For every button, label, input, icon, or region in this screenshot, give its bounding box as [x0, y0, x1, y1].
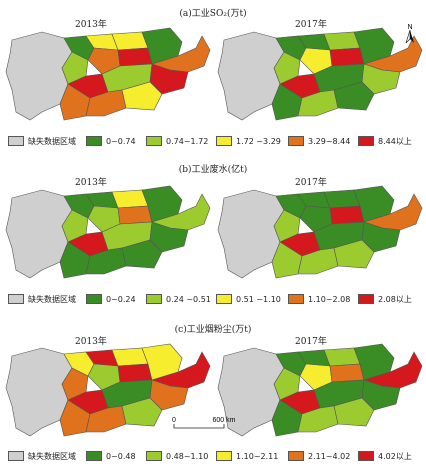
map-region	[111, 189, 149, 209]
panel-b-year-2013: 2013年	[75, 178, 107, 188]
legend-swatch	[86, 450, 102, 461]
panel-c-title: (c)工业烟粉尘(万t)	[174, 325, 252, 335]
legend-swatch	[288, 450, 304, 461]
legend-c: 缺失数据区域 0~0.48 0.48~1.10 1.10~2.11 2.11~4.02 4…	[8, 450, 426, 463]
map-region	[333, 239, 375, 269]
legend-label: 1.72 ~3.29	[236, 137, 281, 146]
legend-label: 3.29~8.44	[308, 137, 351, 146]
legend-swatch	[86, 293, 102, 304]
legend-swatch	[8, 135, 24, 146]
legend-item: 1.72 ~3.29	[216, 135, 281, 148]
legend-label: 0.48~1.10	[166, 452, 209, 461]
legend-item: 缺失数据区域	[8, 135, 76, 148]
map-region	[323, 347, 361, 367]
legend-label: 2.11~4.02	[308, 452, 351, 461]
map-region	[111, 31, 149, 51]
map-region	[117, 47, 153, 67]
map-region	[121, 239, 163, 269]
legend-item: 0~0.74	[86, 135, 136, 148]
legend-label: 8.44以上	[378, 137, 412, 146]
legend-swatch	[288, 135, 304, 146]
legend-swatch	[358, 135, 374, 146]
map-region	[323, 31, 361, 51]
map-region	[117, 363, 153, 383]
legend-item: 0~0.24	[86, 293, 136, 306]
map-region	[117, 205, 153, 225]
legend-item: 3.29~8.44	[288, 135, 351, 148]
legend-swatch	[358, 293, 374, 304]
panel-c-year-2017: 2017年	[295, 337, 327, 347]
legend-a: 缺失数据区域 0~0.74 0.74~1.72 1.72 ~3.29 3.29~8.44…	[8, 135, 426, 148]
panel-a-year-2013: 2013年	[75, 20, 107, 30]
panel-c-year-2013: 2013年	[75, 337, 107, 347]
legend-item: 0~0.48	[86, 450, 136, 463]
legend-swatch	[146, 450, 162, 461]
map-a-2017	[217, 27, 423, 121]
legend-swatch	[216, 450, 232, 461]
map-region	[333, 81, 375, 111]
legend-swatch	[146, 293, 162, 304]
map-c-2013	[5, 343, 211, 437]
map-b-2013	[5, 185, 211, 279]
legend-label: 0.24 ~0.51	[166, 295, 211, 304]
scale-bar: 0 600 km	[168, 414, 258, 434]
legend-item: 1.10~2.08	[288, 293, 351, 306]
legend-label: 缺失数据区域	[28, 137, 76, 146]
legend-swatch	[86, 135, 102, 146]
legend-item: 缺失数据区域	[8, 450, 76, 463]
north-label: N	[407, 24, 412, 31]
map-region	[111, 347, 149, 367]
map-region	[329, 47, 365, 67]
map-region	[323, 189, 361, 209]
legend-item: 1.10~2.11	[216, 450, 279, 463]
map-b-2017	[217, 185, 423, 279]
legend-label: 0~0.48	[106, 452, 136, 461]
panel-a-year-2017: 2017年	[295, 20, 327, 30]
scale-distance-label: 600 km	[213, 417, 236, 424]
legend-label: 0~0.24	[106, 295, 136, 304]
scale-zero-label: 0	[172, 417, 176, 424]
north-arrow-icon: N	[405, 24, 414, 44]
map-region	[121, 397, 163, 427]
legend-item: 缺失数据区域	[8, 293, 76, 306]
legend-item: 0.51 ~1.10	[216, 293, 281, 306]
legend-label: 0.51 ~1.10	[236, 295, 281, 304]
legend-swatch	[8, 293, 24, 304]
map-c-2017	[217, 343, 423, 437]
legend-label: 0~0.74	[106, 137, 136, 146]
legend-swatch	[216, 293, 232, 304]
panel-a-title: (a)工业SO₂(万t)	[179, 9, 247, 19]
legend-label: 缺失数据区域	[28, 452, 76, 461]
legend-item: 4.02以上	[358, 450, 412, 463]
panel-b-year-2017: 2017年	[295, 178, 327, 188]
legend-label: 2.08以上	[378, 295, 412, 304]
map-region	[329, 205, 365, 225]
legend-b: 缺失数据区域 0~0.24 0.24 ~0.51 0.51 ~1.10 1.10~2.0…	[8, 293, 426, 306]
legend-swatch	[216, 135, 232, 146]
panel-b-title: (b)工业废水(亿t)	[178, 165, 248, 175]
map-a-2013	[5, 27, 211, 121]
legend-label: 4.02以上	[378, 452, 412, 461]
legend-item: 0.48~1.10	[146, 450, 209, 463]
legend-item: 2.11~4.02	[288, 450, 351, 463]
legend-item: 0.74~1.72	[146, 135, 209, 148]
legend-item: 0.24 ~0.51	[146, 293, 211, 306]
north-arrow: N	[402, 22, 418, 44]
map-region	[333, 397, 375, 427]
legend-label: 1.10~2.11	[236, 452, 279, 461]
legend-item: 2.08以上	[358, 293, 412, 306]
map-region	[329, 363, 365, 383]
scale-bar-graphic: 0 600 km	[172, 417, 236, 429]
map-region	[121, 81, 163, 111]
legend-label: 缺失数据区域	[28, 295, 76, 304]
legend-swatch	[358, 450, 374, 461]
legend-label: 1.10~2.08	[308, 295, 351, 304]
legend-swatch	[8, 450, 24, 461]
legend-label: 0.74~1.72	[166, 137, 209, 146]
legend-swatch	[288, 293, 304, 304]
legend-item: 8.44以上	[358, 135, 412, 148]
legend-swatch	[146, 135, 162, 146]
